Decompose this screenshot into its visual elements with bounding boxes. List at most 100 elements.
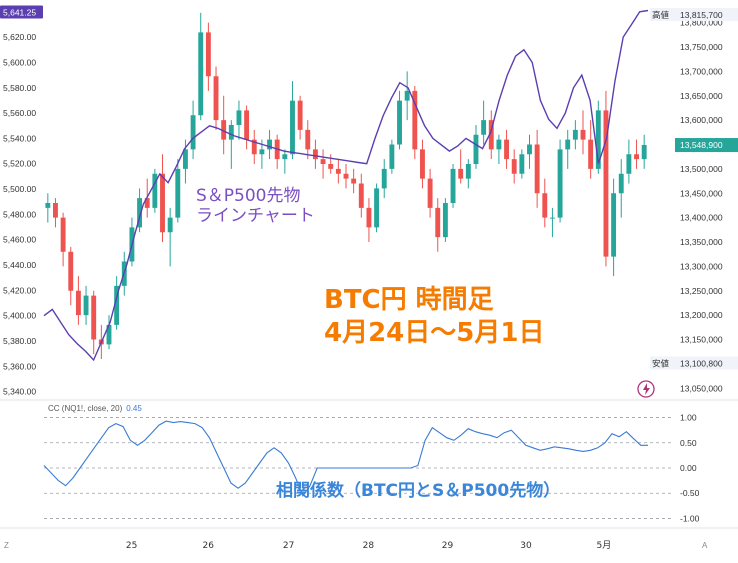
corner-label-right: A [702, 541, 708, 550]
left-tick-label: 5,580.00 [3, 83, 36, 93]
right-tick-label: 13,700,000 [680, 66, 723, 76]
candle [83, 285, 89, 325]
candle [114, 276, 120, 330]
candle [626, 139, 632, 184]
candle-body [618, 173, 624, 194]
candle [167, 207, 173, 267]
indicator-tick-label: 0.00 [680, 463, 697, 473]
candle-body [152, 173, 158, 208]
candle-body [335, 168, 341, 174]
candle [91, 290, 97, 355]
candle [68, 246, 74, 306]
candle-body [312, 149, 318, 160]
candle [60, 212, 66, 267]
btc-annotation: BTC円 時間足 4月24日～5月1日 [324, 285, 545, 348]
left-tick-label: 5,400.00 [3, 311, 36, 321]
candle-body [343, 173, 349, 179]
indicator-tick-label: -1.00 [680, 513, 700, 523]
candle-body [175, 168, 181, 218]
correlation-line [43, 420, 648, 497]
right-tick-label: 13,150,000 [680, 335, 723, 345]
candle-body [458, 168, 464, 179]
candle-body [290, 100, 295, 155]
high-badge-label: 高値 [652, 10, 670, 21]
indicator-tick-label: 1.00 [680, 413, 697, 423]
left-tick-label: 5,460.00 [3, 235, 36, 245]
left-tick-label: 5,480.00 [3, 209, 36, 219]
candle-body [282, 154, 288, 160]
candle-body [221, 120, 227, 140]
right-tick-label: 13,450,000 [680, 188, 723, 198]
right-tick-label: 13,250,000 [680, 286, 723, 296]
time-tick-label: 25 [126, 541, 137, 551]
bolt-icon[interactable] [637, 380, 655, 398]
candle [366, 198, 372, 242]
candle-body [519, 154, 525, 174]
candle-body [320, 159, 326, 164]
sp500-line [43, 9, 649, 362]
candle [236, 100, 242, 140]
low-badge-label: 安値 [652, 358, 670, 369]
candle [465, 159, 471, 189]
candle [549, 207, 555, 238]
candle [190, 100, 196, 160]
candle-body [549, 217, 555, 219]
candle [519, 149, 525, 179]
candle-body [144, 198, 150, 208]
candle [137, 188, 143, 233]
corner-label-left: Z [4, 541, 9, 550]
time-tick-label: 29 [442, 541, 454, 551]
candle [312, 139, 318, 169]
candle-body [381, 168, 387, 189]
candle-body [496, 139, 502, 150]
candle-body [259, 149, 265, 155]
sp500-series-line [43, 9, 649, 362]
candle-body [244, 110, 250, 140]
candle [320, 149, 326, 179]
left-axis: 5,340.00 5,360.00 5,380.00 5,400.00 5,420.00… [3, 32, 36, 397]
high-badge [650, 7, 738, 21]
left-tick-label: 5,540.00 [3, 133, 36, 143]
candle [305, 120, 311, 160]
candle-body [473, 134, 479, 164]
candle-body [45, 203, 51, 208]
candle [634, 139, 639, 169]
candle-body [205, 32, 211, 77]
correlation-annotation: 相関係数（BTC円とS＆P500先物） [276, 481, 561, 501]
right-tick-label: 13,600,000 [680, 115, 723, 125]
last-price-badge-text: 13,548,900 [680, 140, 723, 150]
candle [542, 178, 548, 228]
candle-body [611, 193, 617, 257]
candle [588, 120, 594, 179]
left-tick-label: 5,340.00 [3, 387, 36, 397]
high-badge-value: 13,815,700 [680, 10, 723, 20]
low-badge-value: 13,100,800 [680, 358, 723, 368]
candle-body [641, 144, 647, 160]
candle [251, 129, 257, 164]
candle [481, 100, 487, 145]
candle-body [190, 115, 196, 150]
candle [435, 198, 441, 252]
candle-body [595, 110, 601, 169]
candle-body [91, 295, 97, 340]
candle [267, 129, 272, 160]
candle [618, 159, 624, 218]
candle [160, 154, 165, 242]
candle-body [68, 251, 74, 291]
candle [458, 149, 464, 184]
candle-body [83, 295, 89, 316]
candle [565, 129, 571, 169]
left-tick-label: 5,420.00 [3, 285, 36, 295]
candle-body [358, 183, 364, 208]
candle [152, 168, 158, 213]
candle-body [160, 173, 165, 233]
left-last-badge-text: 5,641.25 [3, 8, 36, 18]
candle-body [427, 178, 433, 208]
candle-body [53, 203, 58, 218]
indicator-legend[interactable]: CC (NQ1!, close, 20) 0.45 [48, 404, 142, 413]
candle-body [374, 188, 380, 228]
right-tick-label: 13,050,000 [680, 383, 723, 393]
sp500-annotation: S＆P500先物 ラインチャート [196, 186, 315, 227]
candle [53, 198, 58, 228]
